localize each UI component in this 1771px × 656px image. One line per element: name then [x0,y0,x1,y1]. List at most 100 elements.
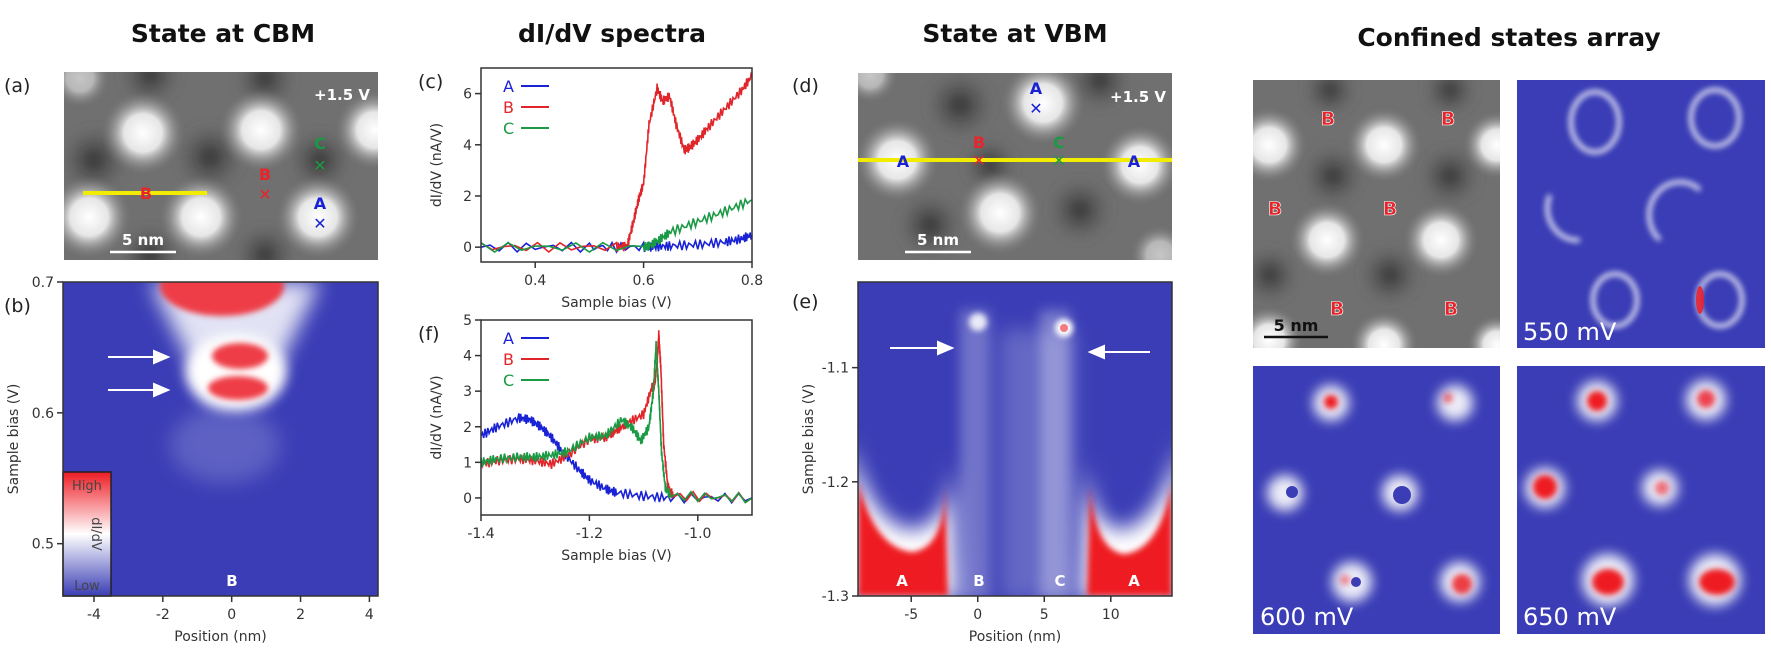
marker-label-c: C [314,134,326,153]
series-line-B [480,71,753,254]
site-label-b-e: B [973,572,984,590]
colorbar-low: Low [74,579,100,594]
didv-map-650mv [1517,366,1765,634]
colorbar-label: dI/dV [88,517,103,551]
y-tick-label: 3 [463,384,472,400]
arrow-icon [108,349,171,398]
colorbar-high: High [72,479,102,494]
heatmap-e [858,282,1172,596]
y-tick-label: 0.7 [32,275,54,291]
scale-bar-label-a: 5 nm [122,231,164,249]
linecut-label-a: B [140,184,152,203]
x-tick-label: 0.4 [524,273,546,289]
scale-bar-label-array: 5 nm [1274,316,1319,335]
panel-label-a: (a) [4,75,30,97]
x-tick-label: -1.0 [684,526,711,542]
chart-c: ABC 0.4 0.6 0.8 0 2 4 6 Sample bias (V) dI/dV (nA… [429,67,763,311]
title-state-at-cbm: State at CBM [131,19,315,48]
panel-label-b: (b) [4,295,31,317]
bias-label-a: +1.5 V [314,86,370,104]
x-tick-label: 0.8 [741,273,763,289]
title-didv-spectra: dI/dV spectra [518,19,706,48]
x-tick-label: 0 [227,607,236,623]
series-line-B [480,330,753,504]
x-tick-label: 4 [365,607,374,623]
bias-label-600: 600 mV [1260,603,1354,631]
line-label-c: C [1053,133,1065,152]
y-tick-label: -1.1 [822,361,849,377]
y-tick-label: 0 [463,491,472,507]
panel-label-e: (e) [792,291,819,313]
array-label-b: B [1330,298,1344,320]
x-tick-label: 10 [1102,607,1120,623]
array-label-b: B [1321,108,1335,130]
bias-label-550: 550 mV [1523,318,1617,346]
legend-label-A: A [503,77,514,96]
y-tick-label: 1 [463,455,472,471]
y-tick-label: 0 [463,240,472,256]
plot-frame [480,319,753,516]
y-tick-label: 4 [463,138,472,154]
series-line-C [480,340,753,504]
title-state-at-vbm: State at VBM [922,19,1107,48]
x-tick-label: -4 [87,607,101,623]
line-label-b: B [973,133,985,152]
y-tick-label: -1.3 [822,589,849,605]
line-label-a-right: A [1128,152,1141,171]
didv-map-600mv [1253,366,1500,634]
marker-label-a-top: A [1030,79,1043,98]
legend-label-B: B [503,350,514,369]
heatmap-frame [62,281,379,597]
bias-label-650: 650 mV [1523,603,1617,631]
colorbar-b: High dI/dV Low [62,471,112,597]
array-site-labels: B B B B B B [1267,108,1458,321]
marker-cross-b: ✕ [258,185,271,204]
x-axis-label: Sample bias (V) [561,295,672,311]
y-axis-label: Sample bias (V) [801,384,817,495]
legend-label-A: A [503,329,514,348]
series-line-A [480,413,753,505]
x-axis-label: Position (nm) [969,629,1061,645]
x-tick-label: 5 [1040,607,1049,623]
plot-frame [480,67,753,263]
bias-label-d: +1.5 V [1110,88,1166,106]
heatmap-frame [857,281,1173,597]
x-tick-label: -1.4 [467,526,494,542]
site-label-a-left: A [896,572,908,590]
plot-area [481,68,752,262]
x-axis-label: Sample bias (V) [561,548,672,564]
scale-bar-label-d: 5 nm [917,231,959,249]
array-label-b: B [1383,198,1397,220]
series-line-C [480,197,753,253]
x-axis-label: Position (nm) [174,629,266,645]
marker-cross-a-top: ✕ [1029,99,1042,118]
panel-label-d: (d) [792,75,819,97]
x-tick-label: -2 [156,607,170,623]
stm-image-a [64,72,378,260]
y-tick-label: 2 [463,189,472,205]
marker-cross-a: ✕ [313,214,326,233]
arrow-icon [890,340,1150,360]
array-label-b: B [1268,198,1282,220]
x-tick-label: 0 [973,607,982,623]
y-tick-label: 5 [463,313,472,329]
legend-label-B: B [503,98,514,117]
x-tick-label: 2 [296,607,305,623]
y-tick-label: -1.2 [822,475,849,491]
array-label-b: B [1441,108,1455,130]
chart-e: -5 0 5 10 -1.3 -1.2 -1.1 Position (nm) Sample bi… [801,281,1173,645]
y-tick-label: 4 [463,349,472,365]
didv-map-550mv [1517,80,1765,348]
x-tick-label: 0.6 [632,273,654,289]
y-tick-label: 0.6 [32,406,54,422]
y-tick-label: 6 [463,87,472,103]
series-line-A [480,232,753,254]
stm-image-array [1253,80,1500,348]
title-confined-states-array: Confined states array [1357,23,1660,52]
line-label-a-left: A [897,152,910,171]
panel-label-f: (f) [418,323,440,345]
x-tick-label: -1.2 [576,526,603,542]
site-label-c-e: C [1054,572,1065,590]
